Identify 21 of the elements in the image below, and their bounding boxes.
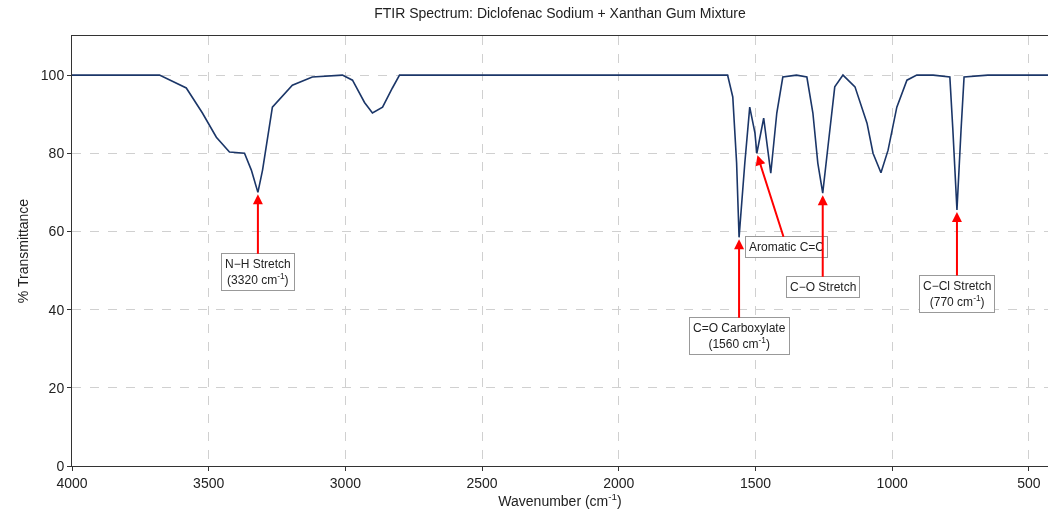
x-tick-label: 2500 xyxy=(466,474,498,491)
chart-title: FTIR Spectrum: Diclofenac Sodium + Xanthan Gum Mixture xyxy=(374,4,746,21)
x-tick-label: 3000 xyxy=(329,474,362,491)
y-tick-label: 80 xyxy=(48,145,65,162)
x-tick-label: 1000 xyxy=(876,474,908,491)
y-axis-title: % Transmittance xyxy=(15,198,32,304)
y-tick-label: 40 xyxy=(48,301,65,318)
x-tick-label: 500 xyxy=(1017,474,1041,491)
y-tick-label: 60 xyxy=(48,223,65,240)
x-tick-label: 4000 xyxy=(56,474,88,491)
x-tick-label: 1500 xyxy=(739,474,772,491)
annotation: C=O Carboxylate (1560 cm$^{-1}$) xyxy=(693,321,786,351)
y-tick-label: 0 xyxy=(56,457,65,474)
y-tick-label: 100 xyxy=(40,66,65,83)
y-tick-label: 20 xyxy=(48,379,65,396)
x-tick-label: 2000 xyxy=(603,474,635,491)
annotation: C−Cl Stretch (770 cm$^{-1}$) xyxy=(923,279,992,309)
annotation: C−O Stretch xyxy=(790,280,857,294)
x-axis-title: Wavenumber (cm$^{-1}$) xyxy=(498,490,622,509)
annotation: N−H Stretch (3320 cm$^{-1}$) xyxy=(225,257,291,287)
x-tick-label: 3500 xyxy=(193,474,225,491)
